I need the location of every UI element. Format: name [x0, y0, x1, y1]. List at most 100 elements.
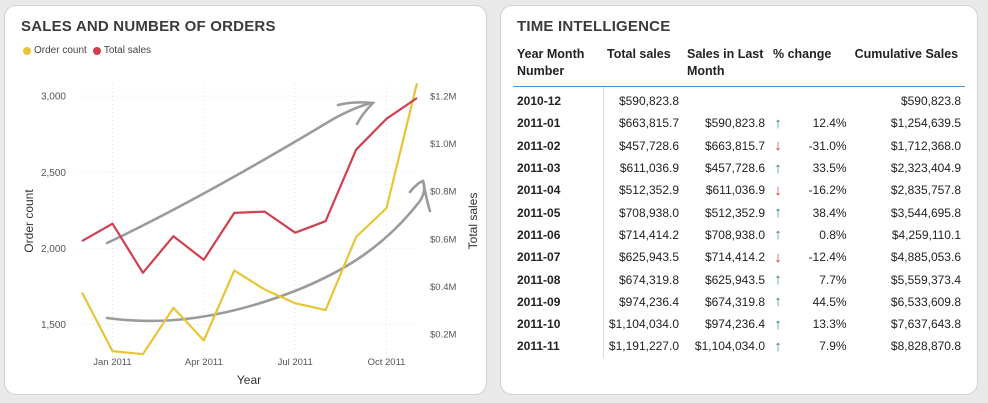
table-row[interactable]: 2011-05 $708,938.0 $512,352.9 ↑ 38.4% $3,544,… [513, 201, 965, 224]
cumulative-sales-cell: $7,637,643.8 [890, 317, 961, 332]
total-sales-cell: $708,938.0 [618, 205, 679, 220]
time-intelligence-table: Year Month Number Total sales Sales in L… [513, 44, 965, 358]
year-month-cell: 2011-06 [513, 223, 604, 247]
cumulative-sales-cell: $590,823.8 [900, 94, 961, 109]
year-month-cell: 2011-08 [513, 268, 604, 291]
total-sales-cell: $625,943.5 [618, 250, 679, 265]
y-right-tick-label: $0.6M [430, 234, 456, 245]
pct-change-cell: 0.8% [819, 227, 847, 242]
last-month-sales-cell: $674,319.8 [704, 294, 765, 309]
annotation-arrow-lower [105, 179, 426, 323]
table-row[interactable]: 2010-12 $590,823.8 $590,823.8 [513, 86, 965, 113]
pct-change-cell: -16.2% [808, 183, 847, 198]
x-tick-label: Apr 2011 [185, 357, 223, 368]
change-arrow-cell: ↑ [769, 291, 787, 313]
arrow-up-icon: ↑ [774, 315, 782, 333]
x-tick-label: Jan 2011 [93, 357, 131, 368]
cumulative-sales-cell: $6,533,609.8 [890, 294, 961, 309]
last-month-sales-cell [683, 87, 769, 113]
pct-change-cell: 33.5% [812, 161, 847, 176]
arrow-down-icon: ↓ [774, 181, 782, 199]
total-sales-cell: $590,823.8 [618, 94, 679, 109]
last-month-sales-cell: $663,815.7 [704, 138, 765, 153]
table-row[interactable]: 2011-09 $974,236.4 $674,319.8 ↑ 44.5% $6,533,… [513, 290, 965, 313]
legend-dot-icon [92, 46, 101, 55]
cumulative-sales-cell: $4,259,110.1 [891, 227, 961, 242]
line-chart[interactable]: 1,500 2,000 2,500 3,000 Jan 2011 Apr 2011 Jul … [5, 6, 488, 396]
y-right-tick-label: $0.2M [430, 330, 456, 341]
year-month-cell: 2011-01 [513, 112, 604, 135]
total-sales-cell: $674,319.8 [618, 272, 679, 287]
series-line-total-sales [81, 97, 418, 274]
table-row[interactable]: 2011-06 $714,414.2 $708,938.0 ↑ 0.8% $4,259,1… [513, 223, 965, 247]
legend-label: Total sales [103, 45, 152, 56]
x-axis-title: Year [237, 373, 261, 387]
y-left-tick-label: 2,500 [41, 168, 66, 179]
chart-legend: Order count Total sales [23, 45, 153, 56]
table-row[interactable]: 2011-02 $457,728.6 $663,815.7 ↓ -31.0% $1,712… [513, 134, 965, 157]
year-month-cell: 2011-11 [513, 335, 604, 358]
cumulative-sales-cell: $1,254,639.5 [890, 116, 961, 131]
change-arrow-cell: ↓ [769, 135, 787, 157]
change-arrow-cell: ↓ [769, 179, 787, 201]
table-row[interactable]: 2011-10 $1,104,034.0 $974,236.4 ↑ 13.3% $7,63… [513, 312, 965, 336]
arrow-up-icon: ↑ [774, 271, 782, 289]
arrow-up-icon: ↑ [774, 114, 782, 132]
last-month-sales-cell: $625,943.5 [704, 272, 765, 287]
cumulative-sales-cell: $4,885,053.6 [890, 250, 961, 265]
column-header-sales-last-month[interactable]: Sales in Last Month [683, 44, 769, 87]
cumulative-sales-cell: $8,828,870.8 [890, 339, 961, 354]
year-month-cell: 2011-05 [513, 201, 604, 224]
column-header-total-sales[interactable]: Total sales [603, 44, 683, 87]
pct-change-cell: 38.4% [812, 205, 847, 220]
pct-change-cell: 7.9% [819, 339, 847, 354]
table-row[interactable]: 2011-11 $1,191,227.0 $1,104,034.0 ↑ 7.9% $8,8… [513, 335, 965, 358]
column-header-pct-change[interactable]: % change [769, 44, 851, 87]
y-left-tick-label: 3,000 [41, 92, 66, 103]
y-right-tick-label: $1.2M [430, 91, 456, 102]
last-month-sales-cell: $974,236.4 [704, 317, 765, 332]
total-sales-cell: $512,352.9 [618, 183, 679, 198]
legend-item-order-count[interactable]: Order count [23, 45, 87, 56]
pct-change-cell: 13.3% [812, 317, 847, 332]
table-row[interactable]: 2011-08 $674,319.8 $625,943.5 ↑ 7.7% $5,559,3… [513, 268, 965, 291]
total-sales-cell: $457,728.6 [618, 138, 679, 153]
cumulative-sales-cell: $1,712,368.0 [890, 138, 961, 153]
table-title: TIME INTELLIGENCE [517, 18, 671, 35]
arrow-down-icon: ↓ [774, 137, 782, 155]
arrow-up-icon: ↑ [774, 337, 782, 355]
table-header-row: Year Month Number Total sales Sales in L… [513, 44, 965, 87]
x-tick-label: Oct 2011 [368, 357, 406, 368]
last-month-sales-cell: $714,414.2 [704, 250, 765, 265]
arrow-up-icon: ↑ [774, 159, 782, 177]
total-sales-cell: $1,104,034.0 [608, 317, 679, 332]
year-month-cell: 2011-10 [513, 312, 604, 336]
change-arrow-cell: ↑ [769, 201, 787, 223]
x-tick-label: Jul 2011 [278, 357, 313, 368]
column-header-year-month[interactable]: Year Month Number [513, 44, 603, 87]
annotation-arrowhead-upper [336, 101, 376, 126]
y-right-tick-label: $0.4M [430, 282, 456, 293]
year-month-cell: 2011-09 [513, 290, 604, 313]
annotation-arrowhead-lower [408, 179, 432, 213]
pct-change-cell: -31.0% [808, 138, 847, 153]
legend-label: Order count [34, 45, 87, 56]
change-arrow-cell: ↓ [769, 246, 787, 268]
arrow-up-icon: ↑ [774, 204, 782, 222]
y-right-tick-label: $0.8M [430, 187, 456, 198]
table-row[interactable]: 2011-04 $512,352.9 $611,036.9 ↓ -16.2% $2,835… [513, 179, 965, 202]
legend-item-total-sales[interactable]: Total sales [92, 45, 152, 56]
cumulative-sales-cell: $5,559,373.4 [890, 272, 961, 287]
total-sales-cell: $714,414.2 [618, 227, 679, 242]
year-month-cell: 2010-12 [513, 86, 604, 113]
cumulative-sales-cell: $3,544,695.8 [890, 205, 961, 220]
column-header-cumulative-sales[interactable]: Cumulative Sales [850, 44, 965, 87]
table-row[interactable]: 2011-07 $625,943.5 $714,414.2 ↓ -12.4% $4,885… [513, 246, 965, 269]
arrow-up-icon: ↑ [774, 293, 782, 311]
table-row[interactable]: 2011-01 $663,815.7 $590,823.8 ↑ 12.4% $1,254,… [513, 112, 965, 135]
last-month-sales-cell: $512,352.9 [704, 205, 765, 220]
y-left-tick-label: 1,500 [41, 320, 66, 331]
change-arrow-cell: ↑ [769, 112, 787, 134]
table-row[interactable]: 2011-03 $611,036.9 $457,728.6 ↑ 33.5% $2,323,… [513, 156, 965, 180]
change-arrow-cell: ↑ [769, 313, 787, 335]
